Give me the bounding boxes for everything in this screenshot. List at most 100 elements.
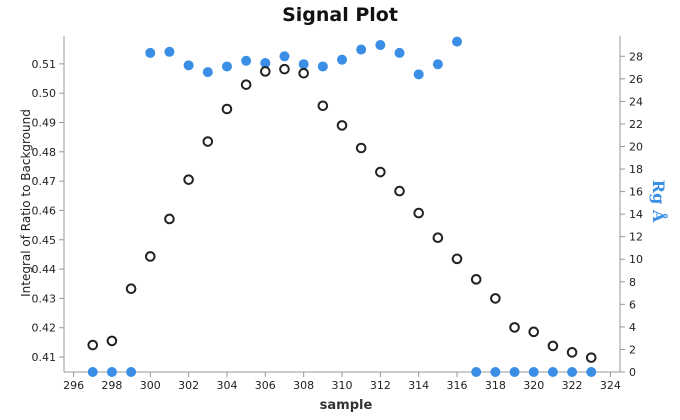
integral-point xyxy=(221,103,233,115)
y2-tick-label: 16 xyxy=(629,186,643,199)
x-tick-label: 296 xyxy=(63,379,84,392)
rg-point xyxy=(356,44,367,55)
integral-point xyxy=(394,185,405,197)
integral-point xyxy=(87,339,99,351)
rg-point xyxy=(375,40,386,51)
rg-point xyxy=(126,367,137,377)
y-tick-label: 0.42 xyxy=(32,322,57,335)
y-tick-label: 0.43 xyxy=(32,292,57,305)
y2-tick-label: 0 xyxy=(629,366,636,379)
x-tick-label: 298 xyxy=(101,379,122,392)
y2-tick-label: 6 xyxy=(629,298,636,311)
axes: 296 298 300 302 304 306 308 310 312 314 316 318 320 3… xyxy=(32,36,643,392)
rg-point xyxy=(394,47,405,58)
x-tick-label: 314 xyxy=(408,379,429,392)
x-tick-label: 324 xyxy=(600,379,621,392)
integral-point xyxy=(125,283,137,295)
y-tick-label: 0.44 xyxy=(32,263,57,276)
y2-tick-label: 24 xyxy=(629,95,643,108)
x-tick-label: 320 xyxy=(523,379,544,392)
rg-point xyxy=(413,69,424,80)
rg-point xyxy=(260,58,271,69)
x-tick-label: 318 xyxy=(485,379,506,392)
y-tick-label: 0.41 xyxy=(32,351,57,364)
rg-point xyxy=(221,61,232,72)
y2-tick-label: 20 xyxy=(629,140,643,153)
integral-point xyxy=(164,213,175,225)
data-marks xyxy=(87,36,597,377)
y2-tick-label: 26 xyxy=(629,73,643,86)
x-tick-label: 316 xyxy=(447,379,468,392)
integral-point xyxy=(528,326,540,338)
x-tick-label: 304 xyxy=(216,379,237,392)
x-tick-label: 308 xyxy=(293,379,314,392)
x-tick-label: 322 xyxy=(562,379,583,392)
y-tick-label: 0.51 xyxy=(32,58,57,71)
rg-point xyxy=(432,59,443,70)
integral-point xyxy=(375,166,386,178)
rg-point xyxy=(202,67,213,78)
y2-tick-label: 22 xyxy=(629,118,643,131)
integral-point xyxy=(336,120,348,131)
integral-point xyxy=(566,347,578,358)
y2-tick-label: 12 xyxy=(629,231,643,244)
x-tick-label: 306 xyxy=(255,379,276,392)
rg-point xyxy=(87,367,98,377)
chart-title: Signal Plot xyxy=(282,4,398,26)
y2-tick-label: 2 xyxy=(629,343,636,356)
rg-point xyxy=(317,61,328,72)
rg-point xyxy=(452,36,463,47)
integral-point xyxy=(240,79,252,90)
rg-point xyxy=(586,367,597,377)
y2-tick-label: 8 xyxy=(629,276,636,289)
integral-point xyxy=(317,100,329,112)
x-tick-label: 310 xyxy=(332,379,353,392)
integral-point xyxy=(432,232,444,244)
rg-point xyxy=(528,367,539,377)
rg-point xyxy=(490,367,501,377)
x-tick-label: 302 xyxy=(178,379,199,392)
y-axis-title: Integral of Ratio to Background xyxy=(19,109,33,297)
rg-point xyxy=(547,367,558,377)
integral-point xyxy=(279,63,290,75)
y2-tick-label: 14 xyxy=(629,208,643,221)
y2-tick-label: 28 xyxy=(629,50,643,63)
integral-point xyxy=(490,293,501,304)
y2-tick-label: 18 xyxy=(629,163,643,176)
rg-point xyxy=(337,54,347,65)
integral-point xyxy=(260,66,271,77)
rg-point xyxy=(298,59,309,70)
y-tick-label: 0.47 xyxy=(32,175,57,188)
y2-tick-label: 10 xyxy=(629,253,643,266)
rg-point xyxy=(183,60,194,71)
y2-axis-title: Rg Å xyxy=(649,180,670,223)
integral-point xyxy=(144,251,156,262)
y-tick-label: 0.48 xyxy=(32,146,57,159)
rg-point xyxy=(567,367,578,377)
y2-tick-label: 4 xyxy=(629,321,636,334)
integral-point xyxy=(547,340,559,352)
integral-point xyxy=(585,352,597,363)
integral-point xyxy=(355,142,367,154)
integral-point xyxy=(413,207,424,219)
x-tick-label: 312 xyxy=(370,379,391,392)
integral-point xyxy=(298,67,309,79)
y-tick-label: 0.50 xyxy=(32,87,57,100)
integral-point xyxy=(509,322,520,333)
rg-point xyxy=(145,47,156,58)
y-tick-label: 0.46 xyxy=(32,204,57,217)
y-tick-label: 0.49 xyxy=(32,116,57,129)
rg-point xyxy=(164,46,175,57)
integral-point xyxy=(470,274,482,285)
rg-point xyxy=(509,367,520,377)
y-tick-label: 0.45 xyxy=(32,234,57,247)
integral-point xyxy=(451,253,463,265)
integral-point xyxy=(106,335,118,347)
integral-point xyxy=(202,136,214,147)
rg-point xyxy=(241,55,252,66)
rg-point xyxy=(106,367,117,377)
x-tick-label: 300 xyxy=(140,379,161,392)
integral-point xyxy=(183,174,194,185)
